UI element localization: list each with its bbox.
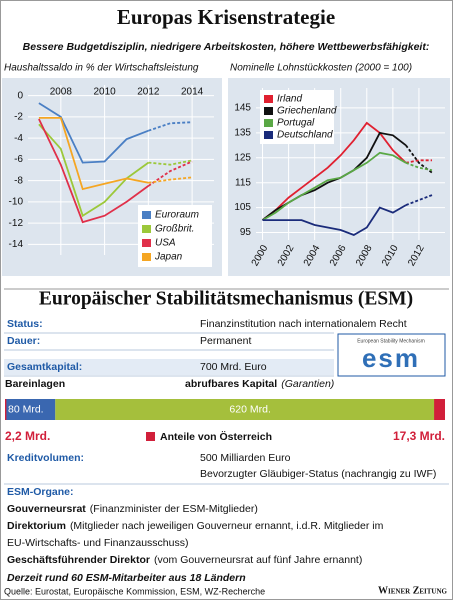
segment-label: 80 Mrd. [8, 403, 44, 415]
organ-name: Gouverneursrat [7, 503, 86, 515]
legend-label: Euroraum [155, 210, 199, 221]
legend-swatch [264, 107, 273, 115]
y-tick-label: -8 [14, 175, 23, 186]
organ-desc: EU-Wirtschafts- und Finanzausschuss) [7, 537, 188, 549]
row-label: Dauer: [7, 335, 40, 347]
brand: Wiener Zeitung [378, 585, 448, 596]
legend-swatch [142, 225, 151, 233]
y-tick-label: 135 [234, 127, 251, 138]
y-tick-label: 0 [17, 90, 23, 101]
legend-swatch [264, 131, 273, 139]
series-line [261, 121, 407, 221]
row-band [4, 359, 334, 375]
organs-label: ESM-Organe: [7, 486, 74, 498]
legend-swatch [264, 119, 273, 127]
series-line [405, 161, 433, 172]
legend-label: Griechenland [277, 106, 337, 117]
legend-label: Irland [277, 94, 302, 105]
y-tick-label: -6 [14, 154, 23, 165]
credit-line: 500 Milliarden Euro [200, 452, 291, 464]
y-tick-label: -10 [9, 197, 24, 208]
segment-label: 620 Mrd. [229, 403, 270, 415]
highlight-label: 17,3 Mrd. [393, 429, 445, 443]
x-tick-label: 2012 [137, 87, 160, 98]
series-line [262, 151, 407, 221]
row-value: 700 Mrd. Euro [200, 361, 267, 373]
chart-title: Haushaltssaldo in % der Wirtschaftsleist… [4, 63, 199, 74]
y-tick-label: -2 [14, 112, 23, 123]
legend-label: Portugal [277, 118, 315, 129]
legend-label: Anteile von Österreich [160, 430, 272, 443]
highlight-segment [5, 399, 7, 420]
legend-label: USA [155, 238, 176, 249]
series-line [148, 159, 193, 166]
staff: Derzeit rund 60 ESM-Mitarbeiter aus 18 L… [7, 572, 246, 584]
segment-name: abrufbares Kapital (Garantien) [185, 378, 334, 390]
series-line [405, 159, 432, 164]
subtitle: Bessere Budgetdisziplin, niedrigere Arbe… [23, 41, 430, 53]
organ-name: Direktorium [7, 520, 66, 532]
y-tick-label: -12 [9, 218, 24, 229]
legend-swatch [146, 432, 155, 441]
legend-label: Großbrit. [155, 224, 194, 235]
credit-line: Bevorzugter Gläubiger-Status (nachrangig… [200, 468, 436, 480]
legend-swatch [142, 239, 151, 247]
organ-item: Geschäftsführender Direktor (vom Gouverne… [7, 554, 362, 566]
legend-label: Deutschland [277, 130, 333, 141]
organ-desc: (Finanzminister der ESM-Mitglieder) [90, 503, 258, 515]
row-value: Finanzinstitution nach internationalem R… [200, 318, 407, 330]
row-value: Permanent [200, 335, 251, 347]
source: Quelle: Eurostat, Europäische Kommission… [4, 586, 265, 596]
y-tick-label: 105 [234, 202, 251, 213]
series-line [262, 204, 407, 236]
series-line [38, 102, 149, 164]
organ-name: Geschäftsführender Direktor [7, 554, 150, 566]
y-tick-label: 115 [235, 177, 251, 188]
chart-title: Nominelle Lohnstückkosten (2000 = 100) [230, 63, 412, 74]
main-title: Europas Krisenstrategie [117, 5, 335, 29]
bar-segment [5, 399, 56, 420]
organ-item: Direktorium (Mitglieder nach jeweiligen G… [7, 520, 384, 532]
organ-desc: (vom Gouverneursrat auf fünf Jahre ernan… [154, 554, 362, 566]
logo-caption: European Stability Mechanism [357, 338, 425, 344]
row-label: Gesamtkapital: [7, 361, 82, 373]
credit-label: Kreditvolumen: [7, 452, 84, 464]
segment-name: Bareinlagen [5, 378, 65, 390]
segment-name-text: abrufbares Kapital [185, 378, 277, 390]
organ-item: Gouverneursrat (Finanzminister der ESM-Mi… [7, 503, 258, 515]
series-line [38, 123, 149, 218]
x-tick-label: 2010 [93, 87, 116, 98]
segment-name-text: Bareinlagen [5, 378, 65, 390]
y-tick-label: -4 [14, 133, 23, 144]
series-line [148, 121, 193, 132]
organ-desc: (Mitglieder nach jeweiligen Gouverneur e… [70, 520, 384, 532]
logo-box [337, 333, 446, 377]
y-tick-label: -14 [9, 239, 24, 250]
esm-title: Europäischer Stabilitätsmechanismus (ESM… [39, 288, 413, 309]
highlight-label: 2,2 Mrd. [5, 429, 50, 443]
legend-swatch [142, 253, 151, 261]
bar-segment [55, 399, 446, 420]
series-line [148, 176, 193, 184]
y-tick-label: 95 [240, 227, 252, 238]
x-tick-label: 2014 [181, 87, 204, 98]
logo-mark: esm [362, 343, 420, 373]
y-tick-label: 125 [234, 152, 251, 163]
series-line [38, 117, 149, 191]
legend-label: Japan [154, 252, 183, 263]
legend-swatch [142, 211, 151, 219]
series-line [38, 118, 149, 224]
highlight-segment [434, 399, 445, 420]
y-tick-label: 145 [234, 103, 251, 114]
row-label: Status: [7, 318, 43, 330]
legend-swatch [264, 95, 273, 103]
segment-note: (Garantien) [281, 378, 334, 390]
x-tick-label: 2008 [50, 87, 73, 98]
series-line [147, 160, 193, 187]
